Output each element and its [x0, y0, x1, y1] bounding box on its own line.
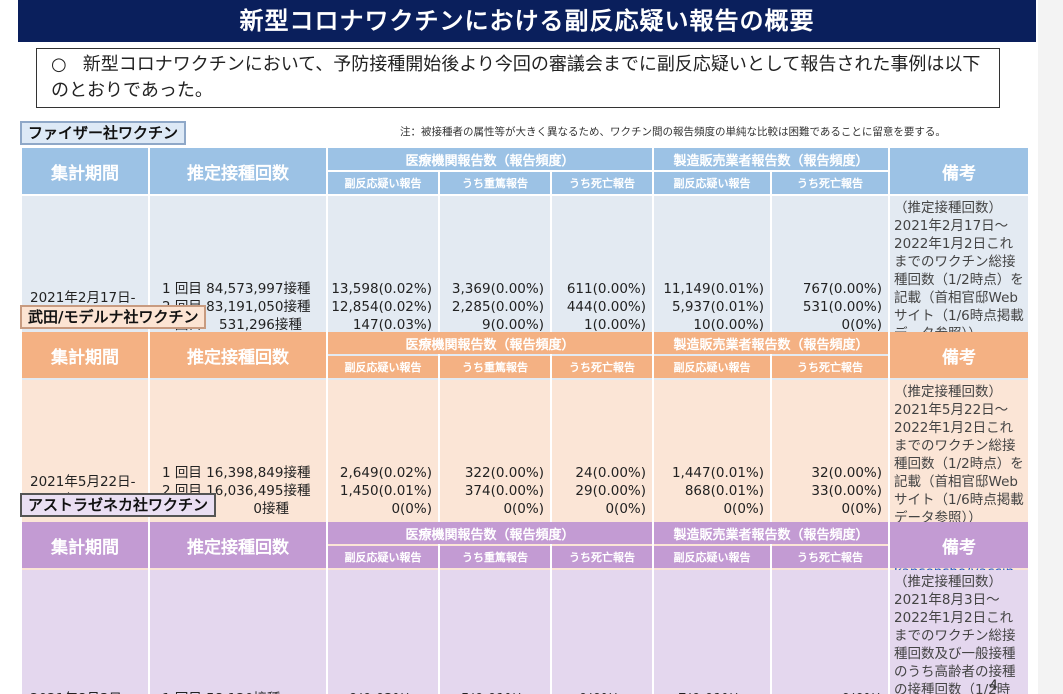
header-maker-death: うち死亡報告	[772, 546, 889, 568]
value-line: 147(0.03%)	[352, 317, 432, 333]
value-line: 444(0.00%)	[566, 299, 647, 315]
header-maker-death: うち死亡報告	[772, 356, 889, 378]
value-line: 0(0%)	[841, 501, 883, 517]
period-start: 2021年5月22日-	[30, 474, 136, 490]
slide: 新型コロナワクチンにおける副反応疑い報告の概要 ○ 新型コロナワクチンにおいて、予…	[18, 0, 1036, 694]
value-line: 0(0%)	[605, 501, 647, 517]
header-doses: 推定接種回数	[150, 522, 326, 568]
value-line: 322(0.00%)	[464, 465, 544, 481]
header-doses: 推定接種回数	[150, 332, 326, 378]
header-maker-group: 製造販売業者報告数（報告頻度）	[654, 522, 889, 544]
value-line: 767(0.00%)	[802, 281, 883, 297]
header-medical-group: 医療機関報告数（報告頻度）	[328, 522, 653, 544]
value-line: 10(0.00%)	[693, 317, 765, 333]
header-period: 集計期間	[22, 332, 148, 378]
cell-medical-serious: 5(0.01%)6(0.01%)	[440, 570, 550, 694]
header-maker-death: うち死亡報告	[772, 172, 889, 194]
value-line: 1 回目 84,573,997接種	[162, 281, 311, 297]
header-remarks: 備考	[890, 332, 1029, 378]
comparison-note: 注：被接種者の属性等が大きく異なるため、ワクチン間の報告頻度の単純な比較は困難で…	[400, 126, 946, 138]
value-line: 611(0.00%)	[566, 281, 647, 297]
header-remarks: 備考	[890, 522, 1029, 568]
value-line: 1 回目 16,398,849接種	[162, 465, 311, 481]
period-start: 2021年2月17日-	[30, 290, 136, 306]
header-doses: 推定接種回数	[150, 148, 326, 194]
value-line: 3,369(0.00%)	[451, 281, 544, 297]
remark-text: （推定接種回数）2021年2月17日～2022年1月2日これまでのワクチン総接種…	[894, 200, 1024, 342]
vendor-label-moderna: 武田/モデルナ社ワクチン	[20, 305, 207, 329]
value-line: 13,598(0.02%)	[331, 281, 432, 297]
value-line: 29(0.00%)	[575, 483, 647, 499]
header-period: 集計期間	[22, 148, 148, 194]
value-line: 1(0.00%)	[584, 317, 647, 333]
vendor-label-pfizer: ファイザー社ワクチン	[20, 121, 187, 145]
header-medical-suspected: 副反応疑い報告	[328, 546, 438, 568]
value-line: 2,285(0.00%)	[451, 299, 544, 315]
remark-text: （推定接種回数）2021年5月22日～2022年1月2日これまでのワクチン総接種…	[894, 384, 1024, 526]
value-line: 0(0%)	[723, 501, 765, 517]
value-line: 32(0.00%)	[811, 465, 883, 481]
value-line: 868(0.01%)	[684, 483, 765, 499]
value-line: 2,649(0.02%)	[339, 465, 432, 481]
value-line: 531(0.00%)	[802, 299, 883, 315]
header-medical-group: 医療機関報告数（報告頻度）	[328, 332, 653, 354]
side-margin	[1038, 0, 1063, 694]
header-medical-serious: うち重篤報告	[440, 546, 550, 568]
header-maker-suspected: 副反応疑い報告	[654, 546, 771, 568]
header-medical-death: うち死亡報告	[552, 546, 653, 568]
table-row: 2021年8月3日- 2022年1月2日 1 回目 58,120接種2 回目 5…	[22, 570, 1029, 694]
value-line: 0(0%)	[772, 690, 882, 694]
value-line: 5,937(0.01%)	[671, 299, 765, 315]
cell-medical-suspected: 9(0.02%)7(0.01%)	[328, 570, 438, 694]
page-title: 新型コロナワクチンにおける副反応疑い報告の概要	[18, 0, 1036, 42]
page-number: 4	[989, 678, 998, 694]
value-line: 5(0.01%)	[440, 690, 544, 694]
remark-text: （推定接種回数）2021年8月3日～2022年1月2日これまでのワクチン総接種回…	[894, 574, 1016, 694]
value-line: 0(0%)	[503, 501, 544, 517]
value-line: 7(0.01%)	[654, 690, 764, 694]
header-period: 集計期間	[22, 522, 148, 568]
bullet-circle-icon: ○	[51, 54, 67, 75]
intro-text: 新型コロナワクチンにおいて、予防接種開始後より今回の審議会までに副反応疑いとして…	[51, 54, 981, 101]
cell-remarks: （推定接種回数）2021年8月3日～2022年1月2日これまでのワクチン総接種回…	[890, 570, 1029, 694]
value-line: 24(0.00%)	[575, 465, 647, 481]
header-medical-suspected: 副反応疑い報告	[328, 356, 438, 378]
intro-box: ○ 新型コロナワクチンにおいて、予防接種開始後より今回の審議会までに副反応疑いとし…	[36, 48, 1000, 108]
cell-maker-death: 0(0%)1(0.00%)	[772, 570, 889, 694]
vaccine-table-astrazeneca: 集計期間 推定接種回数 医療機関報告数（報告頻度） 製造販売業者報告数（報告頻度…	[20, 520, 1030, 694]
header-maker-group: 製造販売業者報告数（報告頻度）	[654, 148, 889, 170]
header-medical-group: 医療機関報告数（報告頻度）	[328, 148, 653, 170]
value-line: 374(0.00%)	[464, 483, 544, 499]
cell-medical-death: 0(0%)0(0%)	[552, 570, 653, 694]
value-line: 33(0.00%)	[811, 483, 883, 499]
header-remarks: 備考	[890, 148, 1029, 194]
value-line: 0(0%)	[391, 501, 432, 517]
header-medical-suspected: 副反応疑い報告	[328, 172, 438, 194]
header-medical-serious: うち重篤報告	[440, 356, 550, 378]
header-maker-group: 製造販売業者報告数（報告頻度）	[654, 332, 889, 354]
cell-maker-suspected: 7(0.01%)7(0.01%)	[654, 570, 771, 694]
period-start: 2021年8月3日-	[30, 690, 148, 694]
header-medical-death: うち死亡報告	[552, 172, 653, 194]
cell-doses: 1 回目 58,120接種2 回目 57,381接種	[150, 570, 326, 694]
value-line: 11,149(0.01%)	[663, 281, 765, 297]
header-medical-serious: うち重篤報告	[440, 172, 550, 194]
value-line: 12,854(0.02%)	[331, 299, 432, 315]
vendor-label-astrazeneca: アストラゼネカ社ワクチン	[20, 493, 217, 517]
value-line: 0(0%)	[841, 317, 883, 333]
header-maker-suspected: 副反応疑い報告	[654, 172, 771, 194]
value-line: 9(0.02%)	[328, 690, 432, 694]
value-line: 1,450(0.01%)	[339, 483, 432, 499]
value-line: 1,447(0.01%)	[671, 465, 765, 481]
value-line: 0(0%)	[552, 690, 646, 694]
value-line: 1 回目 58,120接種	[162, 690, 326, 694]
value-line: 9(0.00%)	[481, 317, 544, 333]
header-maker-suspected: 副反応疑い報告	[654, 356, 771, 378]
cell-period: 2021年8月3日- 2022年1月2日	[22, 570, 148, 694]
header-medical-death: うち死亡報告	[552, 356, 653, 378]
